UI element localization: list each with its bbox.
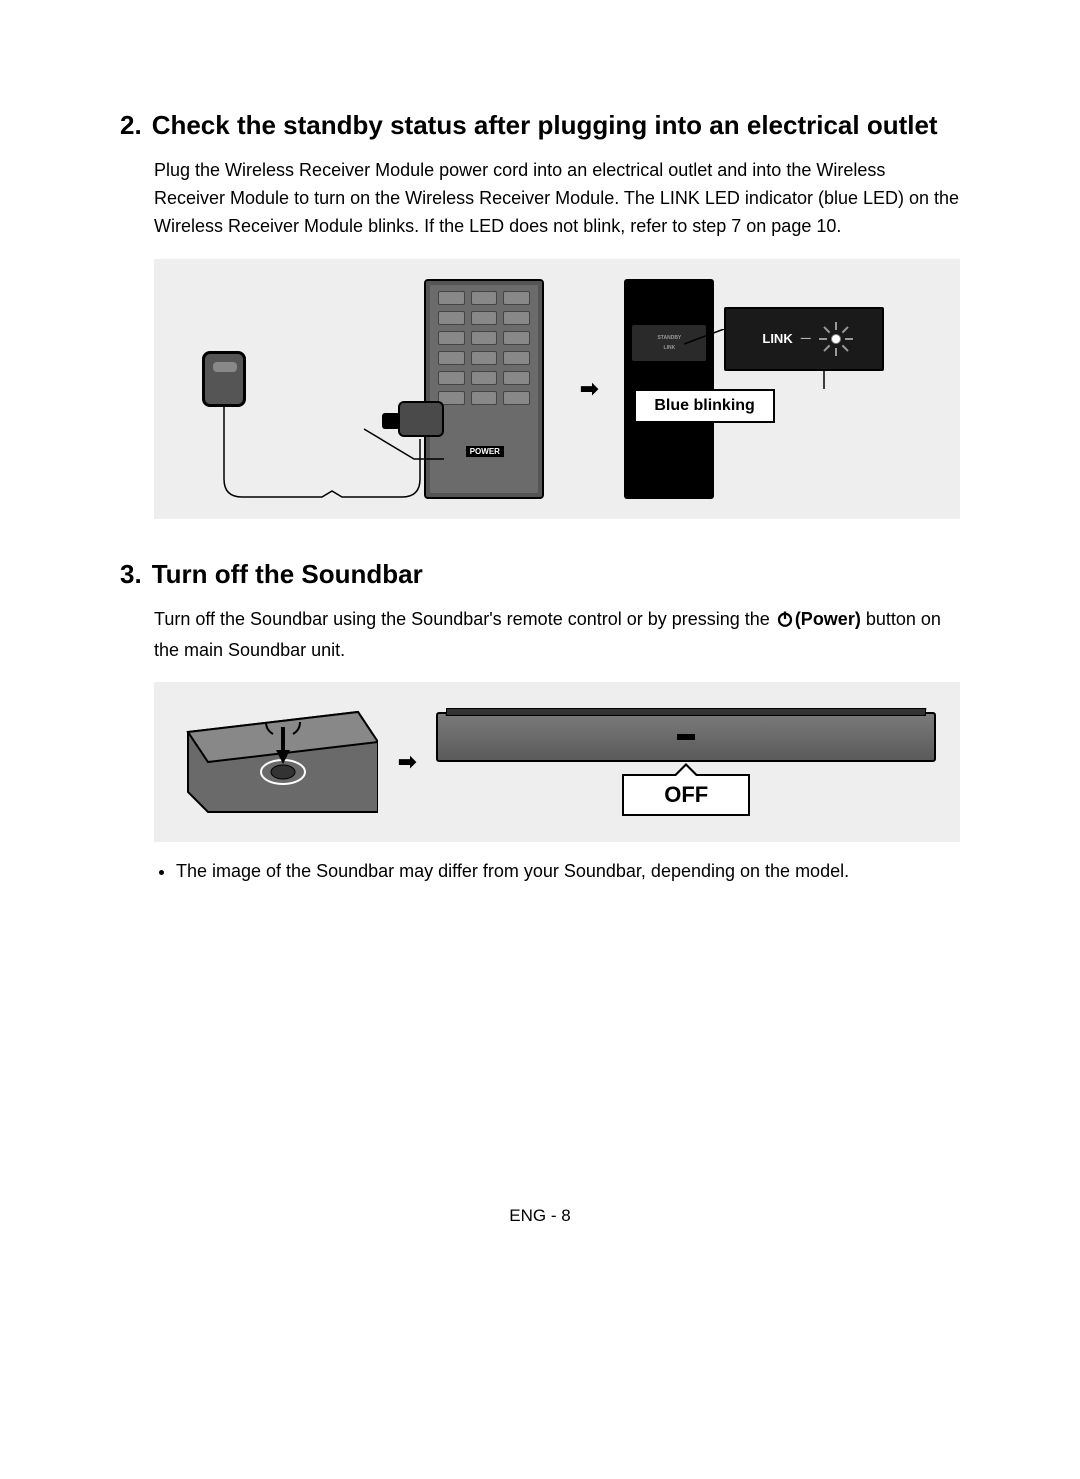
section-body: Turn off the Soundbar using the Soundbar… <box>120 606 960 887</box>
figure-left-plug: POWER <box>178 279 564 499</box>
blue-blinking-text: Blue blinking <box>654 397 754 414</box>
section-title: Check the standby status after plugging … <box>152 110 938 141</box>
section-number: 3. <box>120 559 142 590</box>
figure-standby: POWER ➡ STANDBY LINK <box>154 259 960 519</box>
blue-blinking-callout: Blue blinking <box>634 389 774 423</box>
soundbar-front: OFF <box>436 702 936 822</box>
note-list: The image of the Soundbar may differ fro… <box>154 858 960 886</box>
led-burst-icon <box>819 322 853 356</box>
section-body-text: Plug the Wireless Receiver Module power … <box>154 157 960 241</box>
off-callout: OFF <box>622 774 750 816</box>
link-zoom-panel: LINK — <box>724 307 884 371</box>
power-icon <box>776 609 794 637</box>
arrow-right-icon: ➡ <box>398 749 416 775</box>
power-label: POWER <box>466 441 504 459</box>
panel-link-label: LINK <box>664 345 676 351</box>
body-pre: Turn off the Soundbar using the Soundbar… <box>154 609 775 629</box>
blue-blink-callout-line <box>794 369 854 399</box>
panel-standby-label: STANDBY <box>657 335 681 341</box>
section-body: Plug the Wireless Receiver Module power … <box>120 157 960 519</box>
note-item: The image of the Soundbar may differ fro… <box>176 858 960 886</box>
section-body-text: Turn off the Soundbar using the Soundbar… <box>154 606 960 665</box>
section-standby: 2. Check the standby status after pluggi… <box>120 110 960 519</box>
link-label: LINK <box>762 331 792 346</box>
section-heading: 3. Turn off the Soundbar <box>120 559 960 590</box>
power-label-inline: (Power) <box>795 609 861 629</box>
power-callout-line <box>354 419 454 469</box>
off-text: OFF <box>664 782 708 807</box>
soundbar-corner-icon <box>178 702 378 822</box>
soundbar-bar-icon <box>436 712 936 762</box>
page-footer: ENG - 8 <box>120 1206 960 1226</box>
power-label-text: POWER <box>466 446 504 457</box>
section-heading: 2. Check the standby status after pluggi… <box>120 110 960 141</box>
arrow-right-icon: ➡ <box>580 376 598 402</box>
figure-right-link: STANDBY LINK LINK — <box>614 279 936 499</box>
section-turnoff: 3. Turn off the Soundbar Turn off the So… <box>120 559 960 887</box>
soundbar-led-icon <box>677 734 695 740</box>
section-title: Turn off the Soundbar <box>152 559 423 590</box>
section-number: 2. <box>120 110 142 141</box>
figure-turnoff: ➡ OFF <box>154 682 960 842</box>
